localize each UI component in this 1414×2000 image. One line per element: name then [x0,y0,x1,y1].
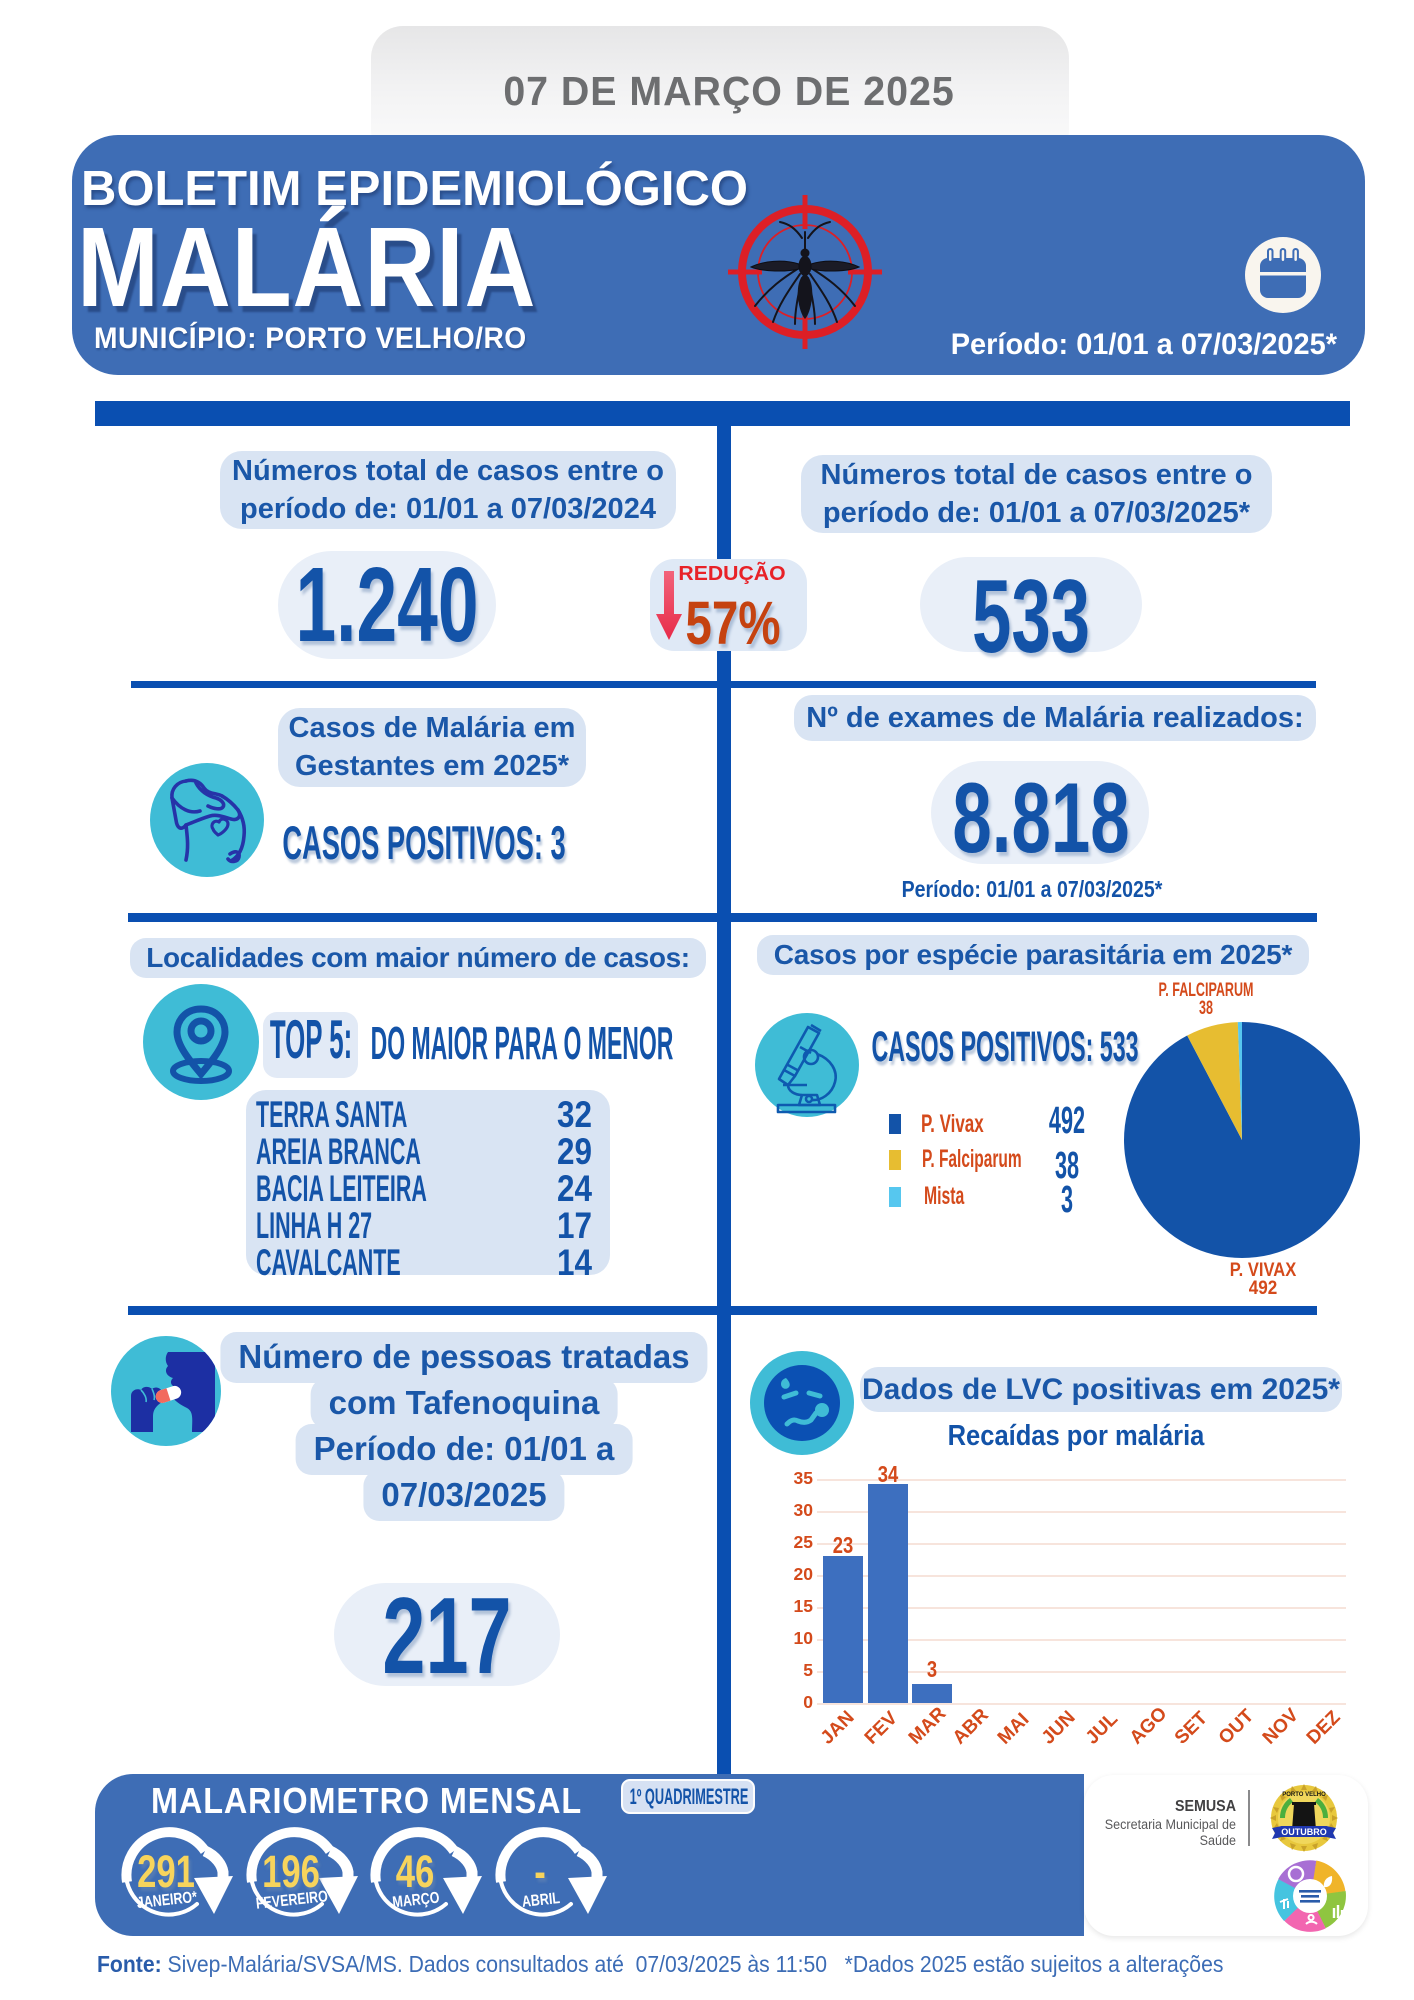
svg-text:PORTO VELHO: PORTO VELHO [1282,1792,1326,1798]
svg-text:OUTUBRO: OUTUBRO [1281,1827,1327,1837]
